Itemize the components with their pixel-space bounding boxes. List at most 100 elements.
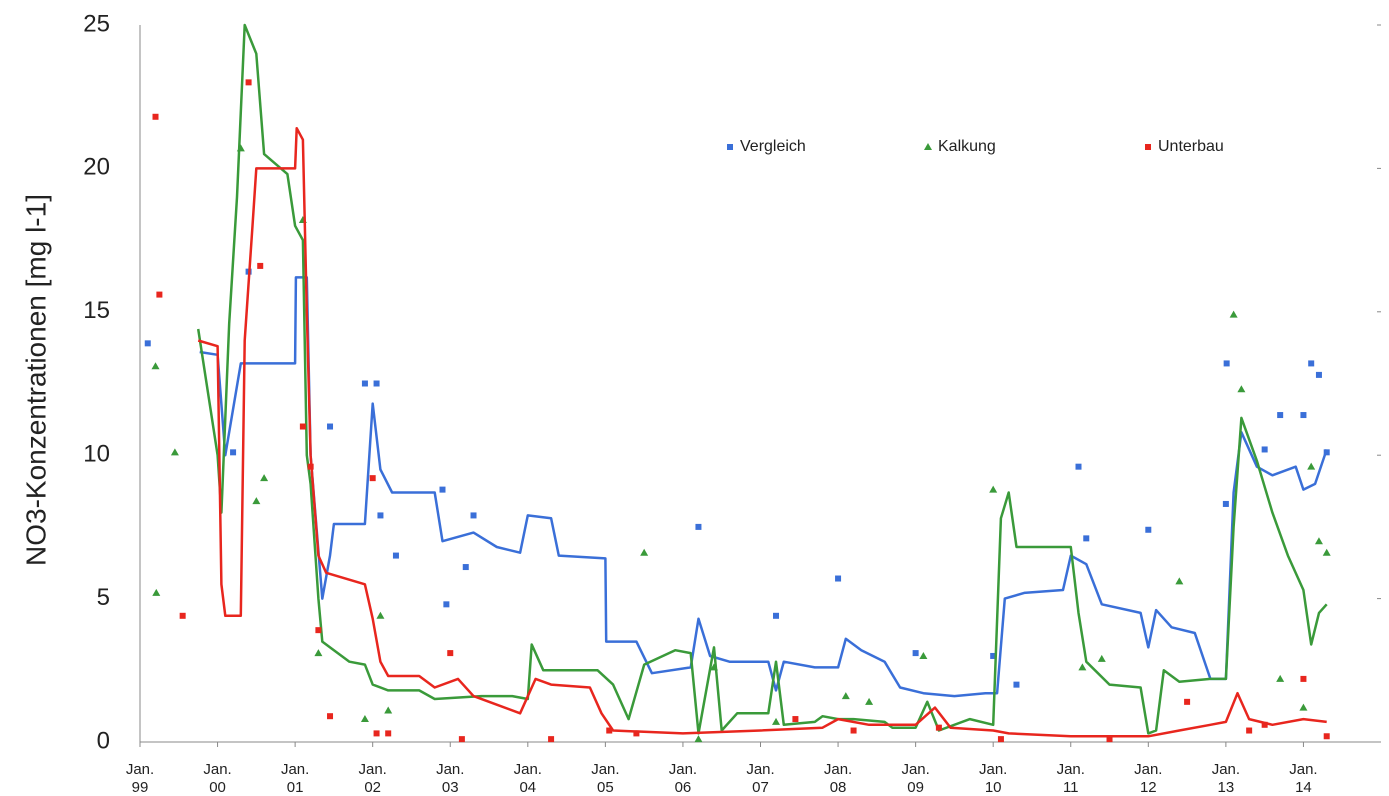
data-point [373, 730, 380, 737]
x-tick-label: Jan. 13 [1212, 761, 1240, 796]
data-point [245, 79, 252, 86]
data-point [1299, 703, 1308, 711]
data-point [1013, 681, 1020, 688]
data-point [252, 497, 261, 505]
data-point [369, 475, 376, 482]
x-tick-label: Jan. 12 [1134, 761, 1162, 796]
data-point [315, 627, 322, 634]
data-point [230, 449, 237, 456]
data-point [1315, 371, 1322, 378]
data-point [1307, 462, 1316, 470]
x-tick-label: Jan. 05 [591, 761, 619, 796]
data-point [447, 650, 454, 657]
x-tick-label: Jan. 99 [126, 761, 154, 796]
y-tick-label: 25 [83, 10, 110, 37]
data-point [1175, 577, 1184, 585]
data-point [152, 113, 159, 120]
data-point [1261, 446, 1268, 453]
data-point [989, 485, 998, 493]
data-point [1223, 360, 1230, 367]
x-tick-label: Jan. 14 [1289, 761, 1317, 796]
data-point [1078, 663, 1087, 671]
data-point [990, 652, 997, 659]
data-point [299, 423, 306, 430]
x-tick-label: Jan. 04 [514, 761, 542, 796]
data-point [606, 727, 613, 734]
data-point [1222, 500, 1229, 507]
data-point [694, 735, 703, 743]
x-tick-label: Jan. 09 [901, 761, 929, 796]
data-point [773, 612, 780, 619]
data-point [151, 362, 160, 370]
data-point [392, 552, 399, 559]
x-tick-label: Jan. 06 [669, 761, 697, 796]
series-line [196, 23, 1328, 735]
data-point [314, 649, 323, 657]
x-tick-label: Jan. 11 [1057, 761, 1085, 796]
y-tick-label: 20 [83, 154, 110, 181]
data-point [841, 692, 850, 700]
data-point [695, 523, 702, 530]
data-point [443, 601, 450, 608]
data-point [792, 716, 799, 723]
data-point [835, 575, 842, 582]
data-point [384, 706, 393, 714]
data-point [912, 650, 919, 657]
data-point [462, 564, 469, 571]
data-point [1083, 535, 1090, 542]
data-point [633, 730, 640, 737]
data-point [548, 736, 555, 743]
data-point [1323, 733, 1330, 740]
y-tick-label: 15 [83, 297, 110, 324]
data-point [361, 380, 368, 387]
x-tick-label: Jan. 00 [203, 761, 231, 796]
data-point [385, 730, 392, 737]
data-point [1261, 721, 1268, 728]
y-axis-label: NO3-Konzentrationen [mg l-1] [20, 194, 51, 566]
data-point [1229, 310, 1238, 318]
data-point [997, 736, 1004, 743]
series-line [197, 126, 1327, 738]
data-point [1075, 463, 1082, 470]
legend-marker [924, 143, 932, 150]
data-point [1237, 385, 1246, 393]
data-point [850, 727, 857, 734]
data-point [152, 588, 161, 596]
data-point [156, 291, 163, 298]
data-point [1300, 412, 1307, 419]
data-point [1300, 675, 1307, 682]
legend-label: Unterbau [1158, 138, 1224, 155]
data-point [772, 717, 781, 725]
data-point [1322, 548, 1331, 556]
data-point [1246, 727, 1253, 734]
x-tick-label: Jan. 10 [979, 761, 1007, 796]
data-point [1106, 736, 1113, 743]
data-point [935, 724, 942, 731]
data-point [257, 262, 264, 269]
x-tick-label: Jan. 03 [436, 761, 464, 796]
legend-label: Kalkung [938, 138, 996, 155]
data-point [1314, 537, 1323, 545]
data-point [376, 611, 385, 619]
data-point [1145, 526, 1152, 533]
data-point [1277, 412, 1284, 419]
y-tick-label: 0 [97, 727, 110, 754]
data-point [377, 512, 384, 519]
x-tick-label: Jan. 07 [746, 761, 774, 796]
y-tick-label: 5 [97, 584, 110, 611]
data-point [373, 380, 380, 387]
data-point [865, 697, 874, 705]
data-point [360, 715, 369, 723]
data-point [1097, 654, 1106, 662]
data-point [919, 651, 928, 659]
data-point [260, 474, 269, 482]
data-point [327, 713, 334, 720]
x-tick-label: Jan. 02 [359, 761, 387, 796]
x-tick-label: Jan. 08 [824, 761, 852, 796]
data-point [327, 423, 334, 430]
legend-label: Vergleich [740, 138, 806, 155]
data-point [640, 548, 649, 556]
y-tick-label: 10 [83, 441, 110, 468]
